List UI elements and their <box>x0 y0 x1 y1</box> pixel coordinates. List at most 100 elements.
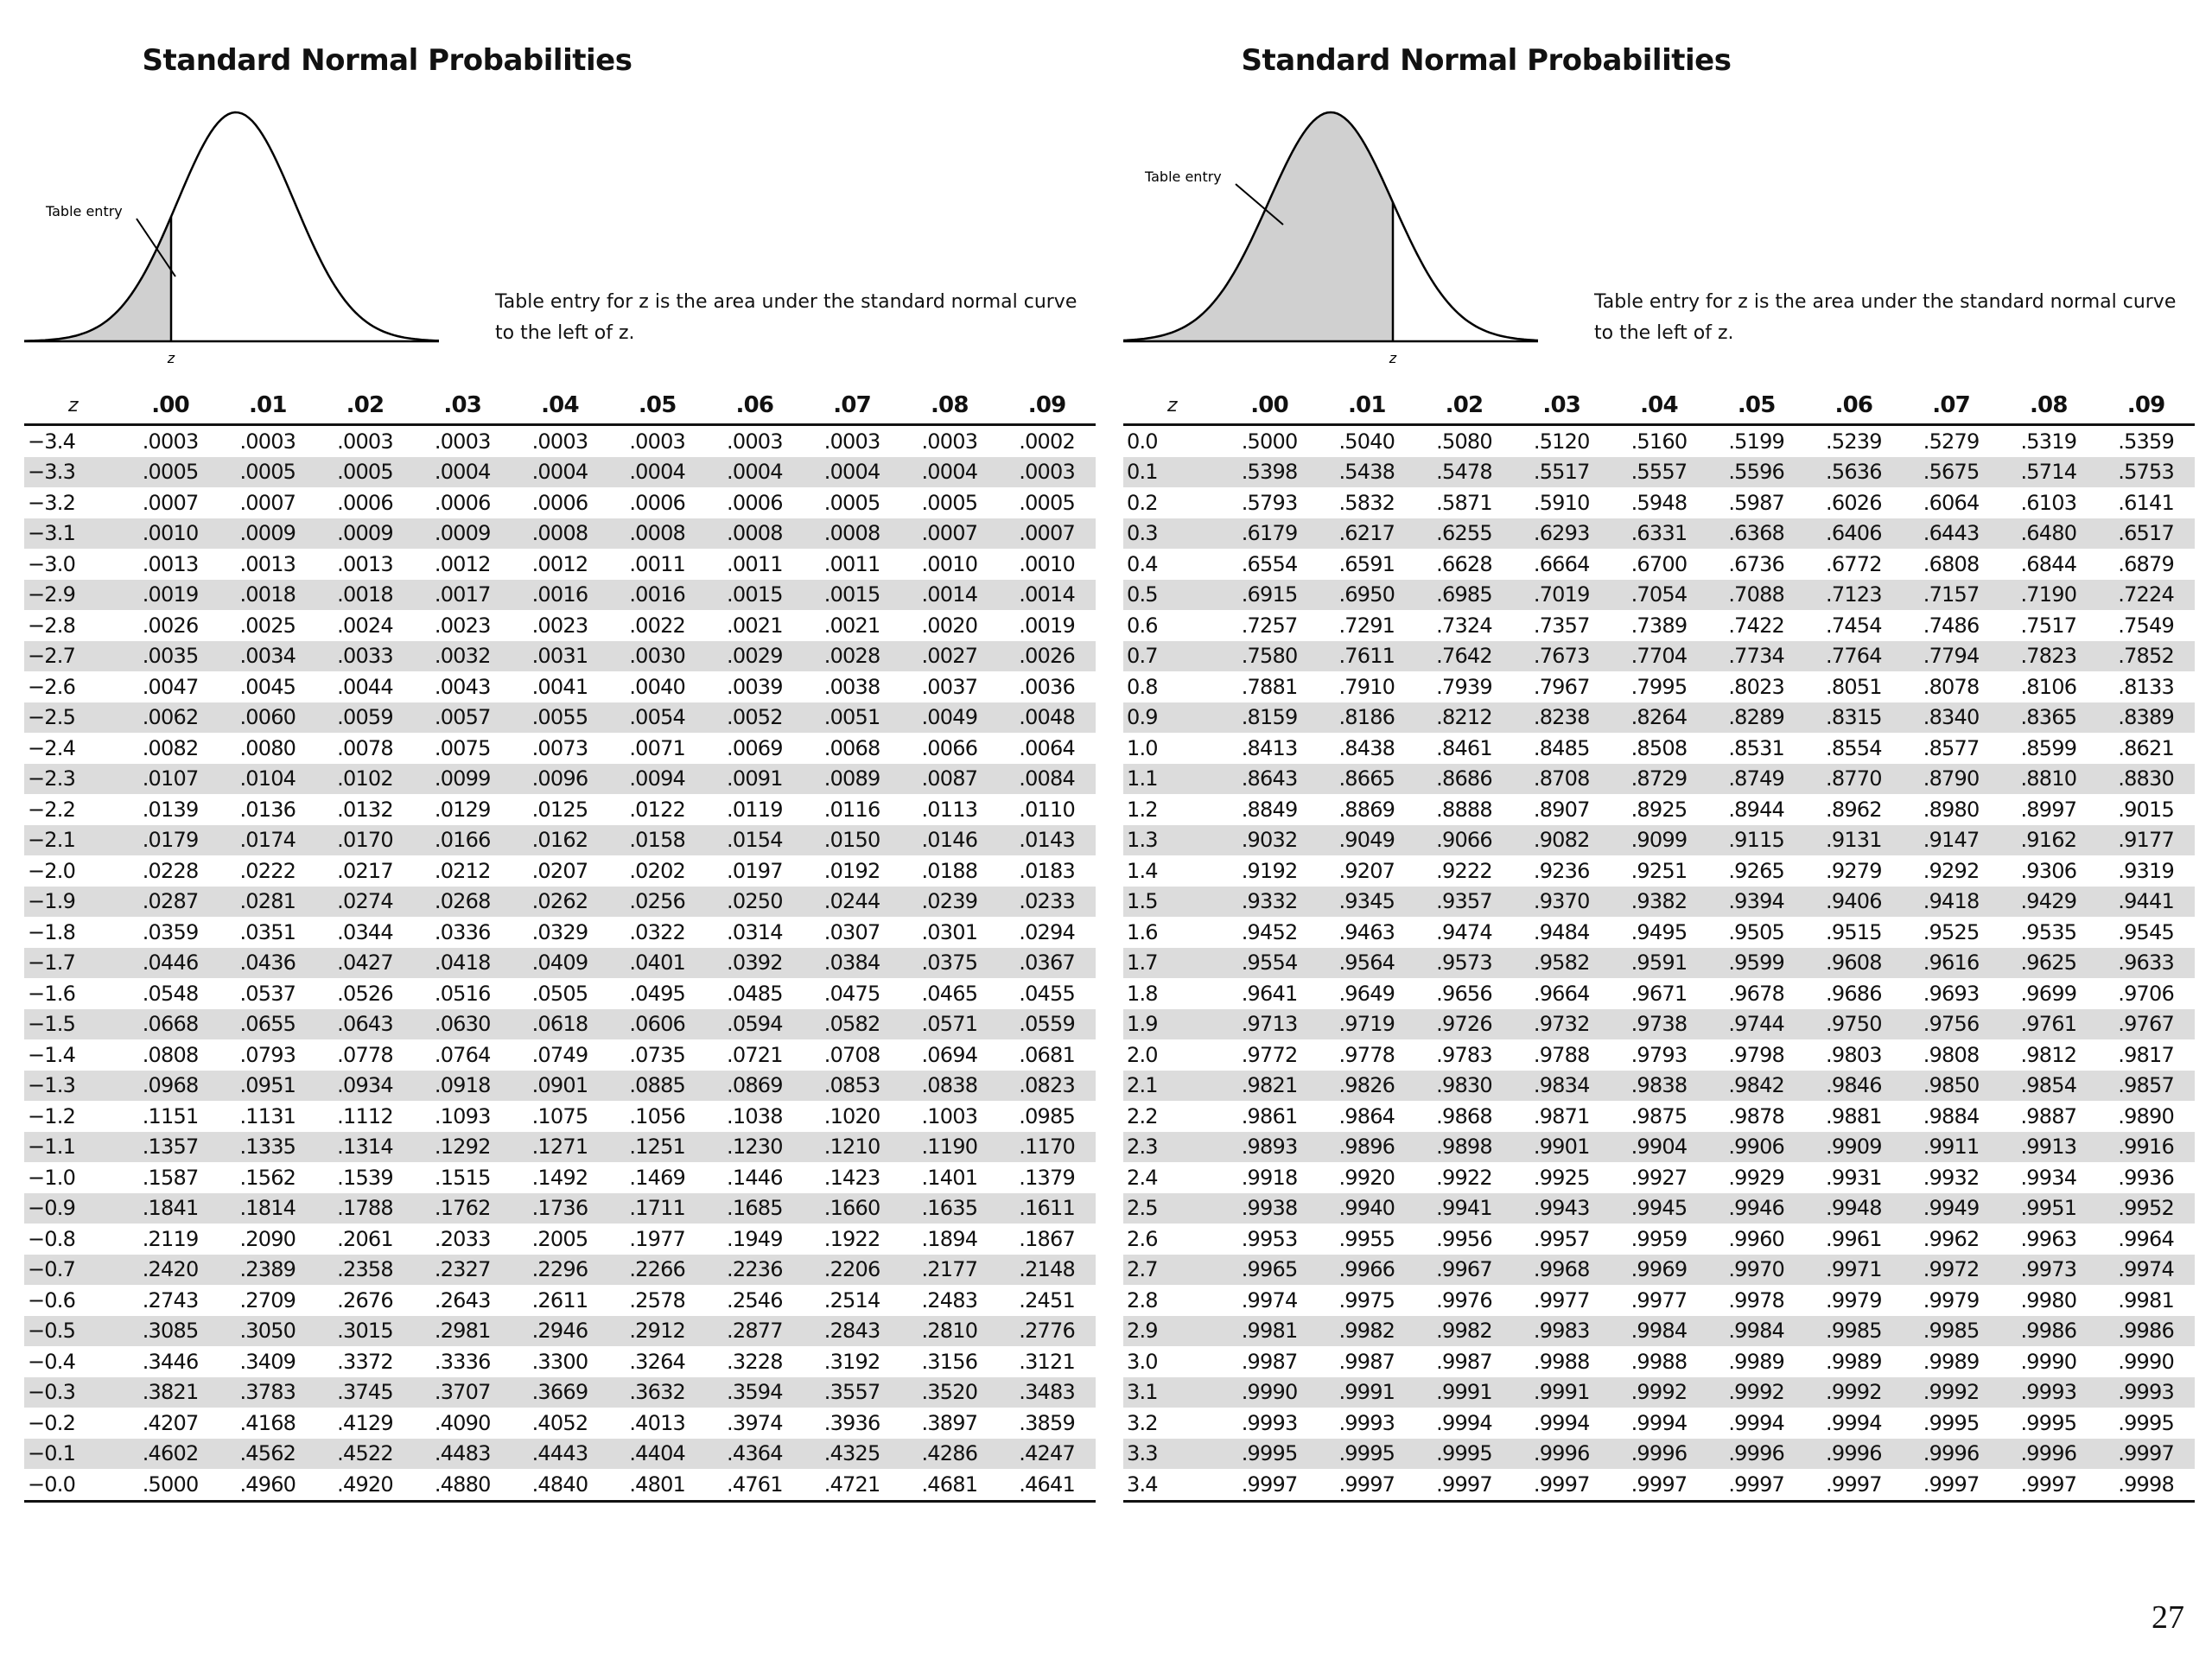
right-probability-cell: .9713 <box>1220 1008 1319 1039</box>
left-probability-cell: .0040 <box>629 674 686 699</box>
left-probability-cell: .0051 <box>803 702 901 733</box>
right-probability-cell: .9977 <box>1533 1287 1591 1313</box>
right-probability-cell: .7054 <box>1610 579 1708 610</box>
left-probability-cell: .4168 <box>239 1410 296 1435</box>
right-probability-cell: .9918 <box>1241 1165 1299 1190</box>
right-probability-cell: .9830 <box>1415 1070 1513 1101</box>
left-probability-cell: .0087 <box>900 763 999 794</box>
right-probability-cell: .9992 <box>1805 1376 1903 1408</box>
left-probability-cell: .0084 <box>998 763 1096 794</box>
left-probability-cell: .0009 <box>413 518 512 549</box>
left-probability-cell: .0010 <box>1019 551 1076 576</box>
right-probability-cell: .9948 <box>1805 1192 1903 1224</box>
right-probability-cell: .9857 <box>2097 1070 2195 1101</box>
right-probability-cell: .9871 <box>1533 1103 1591 1128</box>
right-probability-cell: .9783 <box>1436 1042 1493 1067</box>
right-probability-cell: .9744 <box>1707 1008 1806 1039</box>
right-probability-cell: .9719 <box>1318 1008 1416 1039</box>
left-table-row: −0.5.3085.3050.3015.2981.2946.2912.2877.… <box>24 1315 1096 1346</box>
left-table-row: −1.6 .0548 .0537 .0526 .0516 .0505 .0495 .0485.… <box>24 978 1096 1009</box>
left-probability-cell: .0021 <box>823 613 881 638</box>
left-z-value-cell: −0.2 <box>28 1410 76 1435</box>
left-probability-cell: .3336 <box>434 1349 492 1374</box>
left-probability-cell: .2119 <box>142 1226 200 1251</box>
right-probability-cell: .8810 <box>1999 763 2098 794</box>
left-probability-cell: .0010 <box>121 518 219 549</box>
right-z-value-cell: 2.9 <box>1123 1315 1221 1346</box>
left-probability-cell: .3821 <box>121 1376 219 1408</box>
right-probability-cell: .7157 <box>1902 579 2000 610</box>
right-probability-cell: .5557 <box>1610 456 1708 487</box>
right-probability-cell: .9382 <box>1610 886 1708 917</box>
left-z-value-cell: −1.6 <box>28 981 76 1006</box>
right-probability-cell: .9608 <box>1805 947 1903 978</box>
right-probability-cell: .9991 <box>1415 1376 1513 1408</box>
left-probability-cell: .0344 <box>337 919 394 944</box>
left-probability-cell: .2148 <box>998 1254 1096 1285</box>
right-table-row: 3.2 .9993 .9993 .9994 .9994 .9994 .9994 .9994 .9… <box>1123 1408 2195 1439</box>
left-probability-cell: .0099 <box>413 763 512 794</box>
left-probability-cell: .1515 <box>434 1165 492 1190</box>
left-probability-cell: .2611 <box>531 1287 589 1313</box>
left-probability-cell: .0409 <box>511 947 609 978</box>
right-table-row: 2.0 .9772 .9778 .9783 .9788 .9793 .9798 .9803 .9… <box>1123 1039 2195 1071</box>
left-probability-cell: .0014 <box>900 579 999 610</box>
left-probability-cell: .0026 <box>142 613 200 638</box>
right-probability-cell: .8078 <box>1923 674 1980 699</box>
left-probability-cell: .3557 <box>803 1376 901 1408</box>
left-table-row: −0.0.5000.4960.4920.4880.4840.4801.4761.… <box>24 1469 1096 1503</box>
left-probability-cell: .0139 <box>142 797 200 822</box>
left-probability-cell: .0885 <box>608 1070 707 1101</box>
right-table-row: 1.5.9332.9345.9357.9370.9382.9394.9406.9… <box>1123 886 2195 917</box>
left-probability-cell: .0322 <box>629 919 686 944</box>
right-probability-cell: .8962 <box>1826 797 1883 822</box>
left-probability-cell: .1762 <box>413 1192 512 1224</box>
left-probability-cell: .0262 <box>511 886 609 917</box>
right-z-value-cell: 0.3 <box>1123 518 1221 549</box>
right-probability-cell: .5319 <box>2020 429 2077 454</box>
right-probability-cell: .9893 <box>1220 1131 1319 1162</box>
right-table-row: 2.7.9965.9966.9967.9968.9969.9970.9971.9… <box>1123 1254 2195 1285</box>
right-z-value-cell: 2.1 <box>1123 1070 1221 1101</box>
left-probability-cell: .2810 <box>900 1315 999 1346</box>
left-table-row: −2.2 .0139 .0136 .0132 .0129 .0125 .0122 .0119.… <box>24 794 1096 825</box>
left-probability-cell: .3897 <box>921 1410 978 1435</box>
right-probability-cell: .9994 <box>1728 1410 1785 1435</box>
right-probability-cell: .9591 <box>1610 947 1708 978</box>
left-probability-cell: .1401 <box>921 1165 978 1190</box>
right-probability-cell: .9990 <box>2118 1349 2175 1374</box>
left-probability-cell: .0064 <box>1019 735 1076 760</box>
right-probability-cell: .7734 <box>1707 640 1806 671</box>
right-probability-cell: .9738 <box>1610 1008 1708 1039</box>
right-z-value-cell: 1.6 <box>1127 919 1159 944</box>
left-probability-cell: .3192 <box>823 1349 881 1374</box>
left-probability-cell: .1112 <box>337 1103 394 1128</box>
left-probability-cell: .3707 <box>413 1376 512 1408</box>
left-table-row: −0.2 .4207 .4168 .4129 .4090 .4052 .4013 .3974.… <box>24 1408 1096 1439</box>
left-z-value-cell: −2.2 <box>28 797 76 822</box>
right-probability-cell: .9956 <box>1436 1226 1493 1251</box>
left-probability-cell: .0336 <box>434 919 492 944</box>
right-probability-cell: .9177 <box>2097 824 2195 855</box>
right-probability-cell: .9115 <box>1707 824 1806 855</box>
left-probability-cell: .0007 <box>998 518 1096 549</box>
left-probability-cell: .0934 <box>316 1070 414 1101</box>
right-probability-cell: .9772 <box>1241 1042 1299 1067</box>
left-probability-cell: .3372 <box>337 1349 394 1374</box>
right-probability-cell: .9896 <box>1318 1131 1416 1162</box>
left-probability-cell: .0003 <box>531 429 589 454</box>
right-probability-cell: .9995 <box>2020 1410 2077 1435</box>
left-probability-cell: .0015 <box>706 579 804 610</box>
left-probability-cell: .1539 <box>337 1165 394 1190</box>
left-caption-line1: Table entry for z is the area under the … <box>495 291 1077 313</box>
right-probability-cell: .8133 <box>2118 674 2175 699</box>
left-probability-cell: .0005 <box>921 490 978 515</box>
left-table-row: −1.4 .0808 .0793 .0778 .0764 .0749 .0735 .0721.… <box>24 1039 1096 1071</box>
left-probability-cell: .0495 <box>629 981 686 1006</box>
right-z-value-cell: 2.4 <box>1127 1165 1159 1190</box>
left-probability-cell: .0080 <box>239 735 296 760</box>
left-caption: Table entry for z is the area under the … <box>495 287 1100 349</box>
left-probability-cell: .4920 <box>316 1469 414 1503</box>
right-probability-cell: .9997 <box>1318 1469 1416 1503</box>
right-probability-cell: .9959 <box>1630 1226 1688 1251</box>
